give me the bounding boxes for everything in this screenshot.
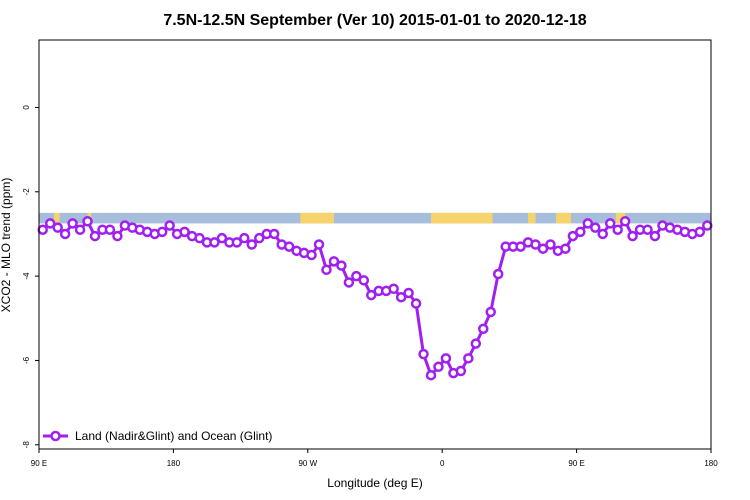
data-point bbox=[470, 338, 482, 349]
data-point bbox=[492, 268, 504, 280]
x-axis: 90 E 180 90 W 0 90 E 180 bbox=[31, 449, 718, 468]
data-point bbox=[403, 287, 414, 299]
land-segment bbox=[556, 212, 571, 224]
y-tick-label: -2 bbox=[22, 188, 31, 196]
legend-swatch-marker bbox=[50, 430, 61, 442]
x-tick-label: 0 bbox=[440, 459, 445, 468]
data-point bbox=[358, 275, 370, 286]
data-point bbox=[619, 216, 631, 227]
data-point bbox=[560, 243, 571, 254]
data-point bbox=[530, 239, 541, 250]
data-point bbox=[246, 239, 258, 250]
ocean-band bbox=[39, 212, 711, 224]
data-point bbox=[478, 323, 489, 335]
data-point bbox=[627, 230, 638, 242]
data-point bbox=[104, 224, 116, 235]
data-point bbox=[268, 228, 280, 240]
data-point bbox=[642, 224, 653, 235]
data-point bbox=[440, 353, 452, 364]
x-tick-label: 180 bbox=[704, 459, 718, 468]
data-point bbox=[254, 232, 265, 244]
y-axis: 0 -2 -4 -6 -8 bbox=[22, 105, 39, 449]
data-point bbox=[597, 228, 608, 240]
data-point bbox=[82, 216, 93, 227]
data-point bbox=[702, 220, 713, 231]
data-point bbox=[649, 230, 661, 242]
data-point bbox=[328, 256, 340, 267]
data-point bbox=[67, 218, 78, 229]
data-point bbox=[694, 226, 706, 238]
y-tick-label: -6 bbox=[22, 356, 31, 364]
y-tick-label: 0 bbox=[22, 105, 31, 110]
data-point bbox=[112, 230, 123, 242]
data-point bbox=[395, 291, 407, 303]
data-point bbox=[590, 222, 601, 233]
data-point bbox=[545, 239, 556, 250]
legend: Land (Nadir&Glint) and Ocean (Glint) bbox=[43, 429, 272, 443]
data-point bbox=[156, 226, 168, 238]
data-point bbox=[74, 224, 86, 235]
data-point bbox=[216, 232, 228, 244]
data-point bbox=[194, 232, 205, 244]
data-point bbox=[179, 226, 190, 238]
data-point bbox=[37, 224, 48, 235]
chart-title: 7.5N-12.5N September (Ver 10) 2015-01-01… bbox=[163, 12, 586, 29]
plot-area bbox=[37, 216, 713, 381]
data-point bbox=[52, 222, 63, 233]
data-point bbox=[343, 277, 355, 288]
data-point bbox=[612, 224, 623, 235]
x-tick-label: 180 bbox=[167, 459, 181, 468]
data-point bbox=[336, 260, 347, 271]
land-segment bbox=[528, 212, 536, 224]
land-segment bbox=[53, 212, 60, 224]
data-point bbox=[455, 365, 467, 377]
data-point bbox=[418, 348, 429, 360]
data-point bbox=[567, 230, 579, 242]
data-point bbox=[44, 218, 56, 229]
x-axis-label: Longitude (deg E) bbox=[327, 476, 422, 490]
land-segment bbox=[615, 212, 626, 224]
data-point bbox=[231, 237, 243, 248]
data-point bbox=[313, 239, 325, 250]
data-point bbox=[366, 289, 377, 301]
data-point bbox=[463, 353, 474, 364]
x-tick-label: 90 W bbox=[298, 459, 317, 468]
y-tick-label: -8 bbox=[22, 441, 31, 449]
x-tick-label: 90 E bbox=[568, 459, 584, 468]
y-axis-label: XCO2 - MLO trend (ppm) bbox=[0, 178, 13, 313]
data-point bbox=[410, 298, 422, 309]
legend-label: Land (Nadir&Glint) and Ocean (Glint) bbox=[75, 429, 272, 443]
x-tick-label: 90 E bbox=[31, 459, 47, 468]
data-point bbox=[582, 218, 594, 229]
data-point bbox=[59, 228, 71, 240]
data-point bbox=[306, 249, 317, 261]
data-point bbox=[433, 361, 444, 373]
data-point bbox=[164, 220, 175, 231]
data-point bbox=[485, 306, 496, 318]
data-point bbox=[239, 232, 250, 244]
data-point bbox=[283, 241, 295, 252]
data-point bbox=[388, 283, 399, 295]
data-point bbox=[575, 226, 586, 238]
y-tick-label: -4 bbox=[22, 272, 31, 280]
data-point bbox=[321, 264, 332, 276]
land-segment bbox=[300, 212, 334, 224]
data-point bbox=[515, 241, 526, 252]
data-point bbox=[209, 237, 220, 248]
data-point bbox=[89, 230, 101, 242]
plot-frame bbox=[38, 39, 712, 450]
data-point bbox=[537, 243, 549, 254]
data-point bbox=[604, 218, 616, 229]
data-point bbox=[425, 369, 437, 381]
land-segment bbox=[431, 212, 493, 224]
data-point bbox=[351, 270, 362, 282]
